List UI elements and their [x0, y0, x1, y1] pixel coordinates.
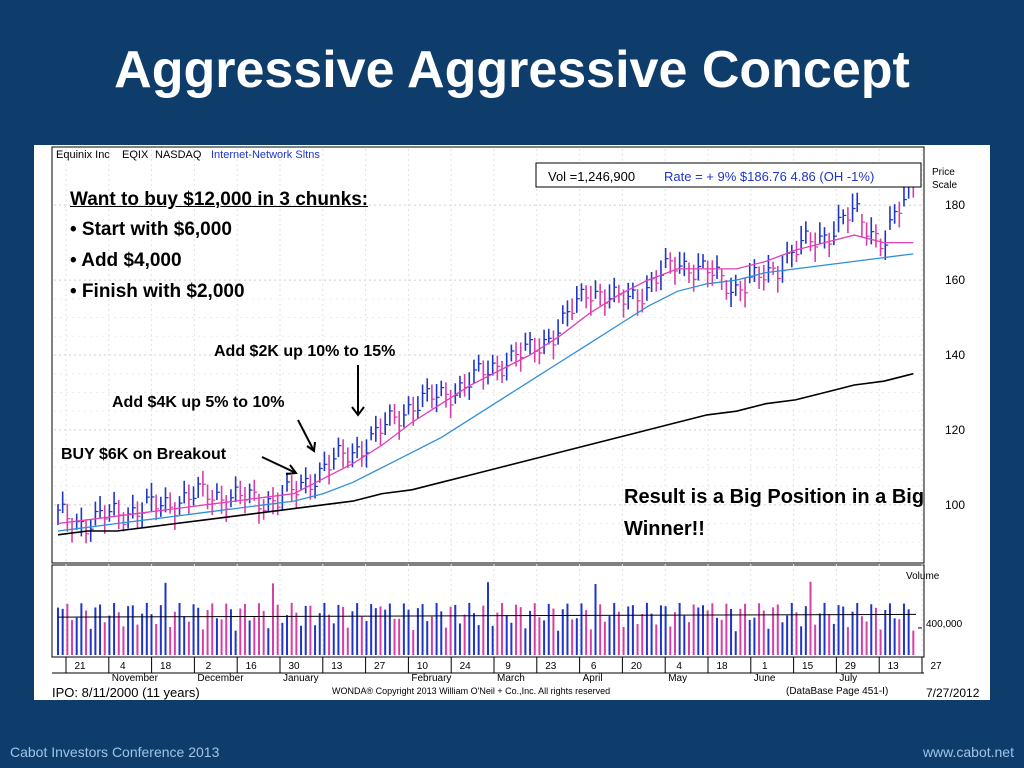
footer-conference: Cabot Investors Conference 2013: [10, 744, 220, 760]
plan-title: Want to buy $12,000 in 3 chunks:: [70, 189, 369, 210]
buy-breakout-label: BUY $6K on Breakout: [61, 446, 227, 463]
date-tick-label: 16: [246, 661, 258, 672]
header-exchange: NASDAQ: [155, 149, 202, 161]
header-symbol: EQIX: [122, 149, 149, 161]
moving-average-line: [57, 372, 914, 536]
date-tick-label: 18: [716, 661, 728, 672]
date-tick-label: 4: [120, 661, 126, 672]
moving-average-line: [57, 253, 914, 532]
plan-item-2: • Add $4,000: [70, 250, 182, 271]
date-tick-label: 21: [74, 661, 86, 672]
date-tick-label: 23: [545, 661, 557, 672]
result-label: Result is a Big Position in a Big Winner…: [624, 486, 925, 540]
plan-item-3: • Finish with $2,000: [70, 281, 245, 302]
volume-tick-label: 400,000: [926, 619, 963, 630]
date-tick-label: 10: [417, 661, 429, 672]
date-tick-label: 29: [845, 661, 857, 672]
price-tick-label: 140: [945, 348, 965, 362]
month-label: January: [283, 673, 319, 684]
volume-label: Volume: [906, 571, 940, 582]
month-label: May: [668, 673, 687, 684]
date-tick-label: 13: [888, 661, 900, 672]
date-tick-label: 4: [676, 661, 682, 672]
price-scale-label-2: Scale: [932, 180, 957, 191]
ipo-text: IPO: 8/11/2000 (11 years): [52, 685, 200, 700]
copyright-text: WONDA® Copyright 2013 William O'Neil + C…: [332, 686, 610, 696]
annotation-arrows: [261, 365, 365, 475]
month-label: February: [411, 673, 451, 684]
header-industry: Internet-Network Sltns: [211, 149, 320, 161]
rate-readout: Rate = + 9% $186.76 4.86 (OH -1%): [664, 169, 874, 184]
month-label: November: [112, 673, 159, 684]
date-tick-label: 18: [160, 661, 172, 672]
price-tick-label: 180: [945, 198, 965, 212]
footer-website: www.cabot.net: [922, 744, 1014, 760]
add-4k-label: Add $4K up 5% to 10%: [112, 394, 285, 411]
date-tick-label: 6: [591, 661, 597, 672]
date-tick-label: 13: [331, 661, 343, 672]
price-panel-frame: [51, 146, 925, 564]
price-tick-label: 160: [945, 273, 965, 287]
price-tick-label: 120: [945, 423, 965, 437]
price-scale-label-1: Price: [932, 167, 955, 178]
volume-average-line: [57, 613, 917, 618]
chart-date-text: 7/27/2012: [926, 686, 980, 700]
volume-bars: [57, 581, 917, 655]
date-tick-label: 30: [288, 661, 300, 672]
vol-readout: Vol =1,246,900: [548, 169, 635, 184]
month-label: December: [197, 673, 244, 684]
date-tick-label: 1: [762, 661, 768, 672]
arrow-add-4k-head: [306, 441, 316, 453]
axis-labels: 100 120 140 160 180 21 4 18 2 16 30 13 27 10 24 9 23 6 20 4…: [65, 198, 965, 684]
arrow-buy-head: [285, 464, 298, 475]
moving-averages: [57, 234, 914, 536]
date-tick-label: 20: [631, 661, 643, 672]
date-tick-label: 24: [460, 661, 472, 672]
volume-panel-frame: [51, 564, 925, 658]
price-tick-label: 100: [945, 498, 965, 512]
month-label: July: [839, 673, 857, 684]
stock-chart: 100 120 140 160 180 21 4 18 2 16 30 13 27 10 24 9 23 6 20 4…: [34, 145, 990, 700]
date-tick-label: 15: [802, 661, 814, 672]
plan-item-1: • Start with $6,000: [70, 219, 232, 240]
month-label: June: [754, 673, 776, 684]
moving-average-line: [57, 234, 914, 525]
date-tick-label: 9: [505, 661, 511, 672]
add-2k-label: Add $2K up 10% to 15%: [214, 343, 396, 360]
arrow-add-4k: [297, 419, 315, 452]
arrow-add-2k-head: [351, 406, 365, 417]
date-tick-label: 2: [206, 661, 212, 672]
date-tick-label: 27: [930, 661, 942, 672]
header-company: Equinix Inc: [56, 149, 110, 161]
date-tick-label: 27: [374, 661, 386, 672]
month-label: April: [583, 673, 603, 684]
arrow-buy: [261, 456, 297, 474]
quote-box: [535, 162, 922, 188]
slide-title: Aggressive Aggressive Concept: [114, 41, 910, 99]
month-label: March: [497, 673, 525, 684]
database-text: (DataBase Page 451-I): [786, 686, 888, 697]
stock-chart-svg: 100 120 140 160 180 21 4 18 2 16 30 13 27 10 24 9 23 6 20 4…: [51, 146, 980, 700]
